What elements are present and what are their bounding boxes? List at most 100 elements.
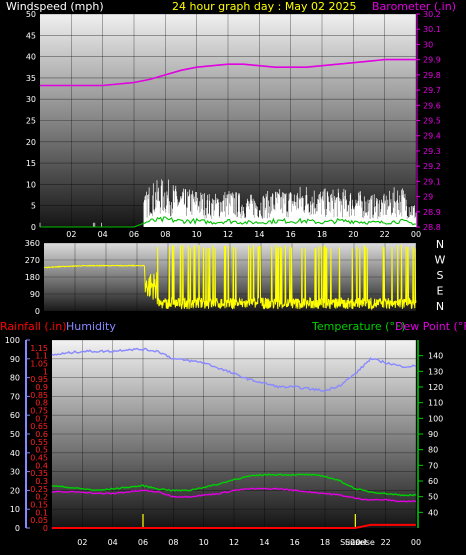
rain-tick-label-11: 0.55 (30, 438, 48, 447)
rain-tick-label-22: 1.1 (35, 352, 48, 361)
temperature-tick-label-0: 40 (428, 508, 438, 517)
compass-label-0: N (436, 238, 444, 251)
barometer-axis-label: Barometer (.in) (372, 0, 456, 13)
barometer-tick-label-10: 29.8 (423, 71, 441, 80)
rain-tick-label-15: 0.75 (30, 407, 48, 416)
humidity-tick-label-3: 30 (10, 468, 20, 477)
barometer-tick-label-8: 29.6 (423, 101, 441, 110)
bot-x-tick-label-6: 14 (259, 538, 269, 547)
dewpoint-axis-label: Dew Point (°F) (395, 320, 466, 333)
wind-tick-label-6: 30 (26, 95, 36, 104)
dewpoint-series (51, 487, 417, 503)
top-x-tick-label-3: 08 (160, 230, 170, 239)
temperature-tick-label-4: 80 (428, 446, 438, 455)
temperature-tick-label-5: 90 (428, 430, 438, 439)
bot-x-tick-label-3: 08 (168, 538, 178, 547)
wind-tick-label-5: 25 (26, 117, 36, 126)
top-x-tick-label-10: 22 (380, 230, 390, 239)
top-x-tick-label-8: 18 (317, 230, 327, 239)
wind-speed-series (40, 216, 416, 228)
temperature-tick-label-10: 140 (428, 352, 443, 361)
wind-tick-label-4: 20 (26, 138, 36, 147)
bot-x-tick-label-9: 20 (350, 538, 360, 547)
rainfall-axis-label: Rainfall (.in) (0, 320, 67, 333)
rain-tick-label-7: 0.35 (30, 469, 48, 478)
windspeed-axis-label: Windspeed (mph) (6, 0, 104, 13)
barometer-tick-label-12: 30 (423, 40, 433, 49)
rainfall-series (52, 523, 416, 529)
wind-tick-label-0: 0 (31, 223, 36, 232)
rain-tick-label-19: 0.95 (30, 375, 48, 384)
barometer-tick-label-3: 29.1 (423, 177, 441, 186)
dir-tick-label-4: 360 (25, 239, 40, 248)
barometer-tick-label-4: 29.2 (423, 162, 441, 171)
dir-tick-label-2: 180 (25, 273, 40, 282)
wind-tick-label-9: 45 (26, 31, 36, 40)
barometer-tick-label-11: 29.9 (423, 56, 441, 65)
rain-tick-label-14: 0.7 (35, 414, 48, 423)
barometer-tick-label-14: 30.2 (423, 10, 441, 19)
rain-tick-label-12: 0.6 (35, 430, 48, 439)
rain-tick-label-13: 0.65 (30, 422, 48, 431)
humidity-tick-label-9: 90 (10, 355, 20, 364)
rain-tick-label-0: 0 (43, 524, 48, 533)
barometer-tick-label-6: 29.4 (423, 132, 441, 141)
barometer-tick-label-9: 29.7 (423, 86, 441, 95)
barometer-series (40, 58, 416, 87)
humidity-tick-label-2: 20 (10, 486, 20, 495)
rain-tick-label-3: 0.15 (30, 501, 48, 510)
dir-tick-label-1: 90 (30, 290, 40, 299)
humidity-tick-label-5: 50 (10, 430, 20, 439)
rain-tick-label-5: 0.25 (30, 485, 48, 494)
temperature-tick-label-9: 130 (428, 367, 443, 376)
humidity-tick-label-8: 80 (10, 374, 20, 383)
humidity-tick-label-6: 60 (10, 411, 20, 420)
barometer-tick-label-5: 29.3 (423, 147, 441, 156)
sunrise-annotation: Sunrise (345, 538, 375, 547)
bot-x-tick-label-5: 12 (229, 538, 239, 547)
barometer-tick-label-2: 29 (423, 193, 433, 202)
temperature-tick-label-6: 100 (428, 414, 443, 423)
bot-x-tick-label-8: 18 (320, 538, 330, 547)
top-x-tick-label-2: 06 (129, 230, 139, 239)
chart-title: 24 hour graph day : May 02 2025 (172, 0, 357, 13)
barometer-tick-label-1: 28.9 (423, 208, 441, 217)
wind-tick-label-1: 5 (31, 202, 36, 211)
bot-x-tick-label-4: 10 (199, 538, 209, 547)
dir-tick-label-3: 270 (25, 256, 40, 265)
rain-tick-label-9: 0.45 (30, 454, 48, 463)
temperature-series (51, 473, 417, 497)
top-x-tick-label-0: 02 (66, 230, 76, 239)
humidity-tick-label-10: 100 (5, 336, 20, 345)
humidity-series (51, 347, 417, 393)
temperature-tick-label-8: 120 (428, 383, 443, 392)
top-chart-group: 0 5 10 15 20 25 30 35 40 45 50 28.8 28.9 29 29.1 29.2 29… (26, 10, 441, 239)
bot-x-tick-label-1: 04 (108, 538, 118, 547)
rain-tick-label-17: 0.85 (30, 391, 48, 400)
wind-direction-series (44, 244, 417, 311)
barometer-tick-label-7: 29.5 (423, 117, 441, 126)
rain-tick-label-1: 0.05 (30, 516, 48, 525)
temperature-tick-label-3: 70 (428, 461, 438, 470)
barometer-tick-label-13: 30.1 (423, 25, 441, 34)
compass-label-1: W (435, 254, 446, 267)
temperature-tick-label-7: 110 (428, 399, 443, 408)
top-x-tick-label-6: 14 (254, 230, 264, 239)
sunset-annotation: Sunset (340, 538, 367, 547)
compass-label-4: N (436, 300, 444, 313)
bot-x-tick-label-7: 16 (290, 538, 300, 547)
rain-tick-label-10: 0.5 (35, 446, 48, 455)
humidity-tick-label-1: 10 (10, 505, 20, 514)
wind-tick-label-7: 35 (26, 74, 36, 83)
temperature-tick-label-2: 60 (428, 477, 438, 486)
top-x-tick-label-9: 20 (348, 230, 358, 239)
top-x-tick-label-1: 04 (98, 230, 108, 239)
dir-tick-label-0: 0 (35, 307, 40, 316)
humidity-axis-label: Humidity (66, 320, 116, 333)
wind-tick-label-2: 10 (26, 180, 36, 189)
temperature-axis-label: Temperature (°F) (311, 320, 406, 333)
bot-x-tick-label-10: 22 (381, 538, 391, 547)
